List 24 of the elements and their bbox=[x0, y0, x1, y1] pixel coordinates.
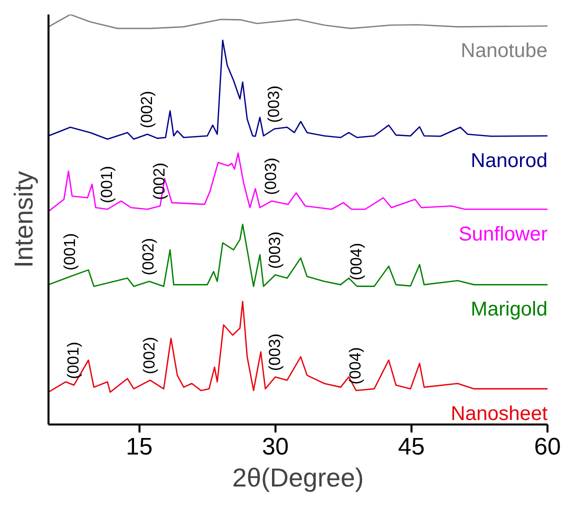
x-axis-title: 2θ(Degree) bbox=[232, 462, 364, 492]
series-label: Sunflower bbox=[458, 223, 548, 246]
annotation: (003) bbox=[266, 86, 283, 123]
x-tick-label: 30 bbox=[262, 434, 289, 460]
annotation: (001) bbox=[98, 166, 116, 204]
x-tick-label: 15 bbox=[126, 434, 153, 460]
annotation: (003) bbox=[263, 158, 280, 196]
x-tick-label: 60 bbox=[534, 434, 561, 460]
annotation: (003) bbox=[266, 231, 284, 269]
x-tick-label: 45 bbox=[398, 434, 425, 460]
y-axis-title: Intensity bbox=[8, 171, 38, 268]
series-label: Marigold bbox=[470, 298, 548, 321]
annotation: (002) bbox=[138, 90, 156, 128]
annotation: (004) bbox=[348, 347, 365, 384]
annotation: (002) bbox=[140, 238, 158, 276]
annotation: (001) bbox=[62, 233, 79, 270]
annotation: (002) bbox=[142, 336, 159, 374]
annotation: (003) bbox=[266, 334, 284, 371]
series-label: Nanotube bbox=[460, 40, 548, 62]
annotation: (001) bbox=[65, 342, 82, 380]
series-label: Nanorod bbox=[470, 150, 548, 172]
annotation: (004) bbox=[348, 242, 366, 280]
annotation: (002) bbox=[152, 162, 169, 200]
series-label: Nanosheet bbox=[450, 402, 548, 425]
